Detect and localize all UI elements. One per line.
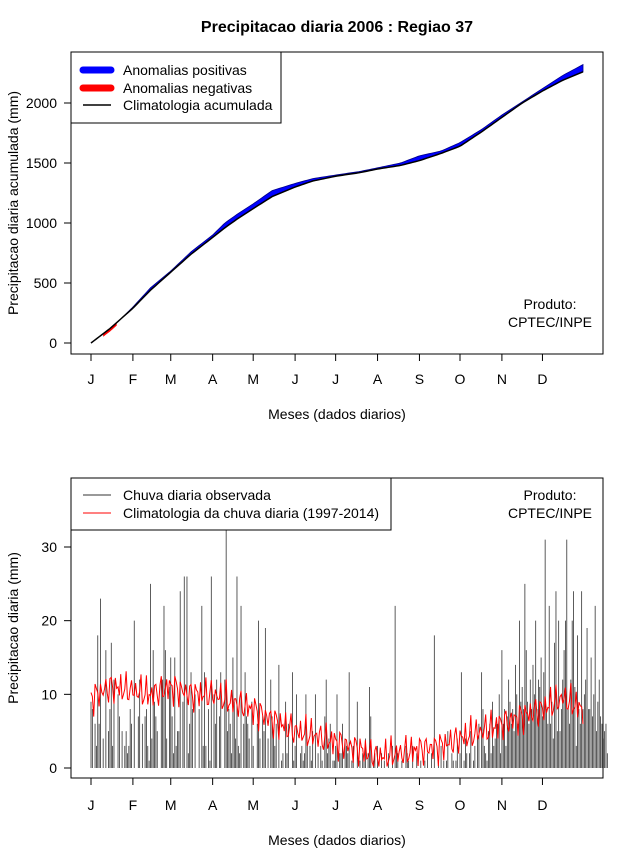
- bottom-y-tick-label: 10: [41, 686, 57, 702]
- top-x-tick-label: S: [415, 371, 424, 387]
- legend-label-observed: Chuva diaria observada: [123, 487, 271, 503]
- top-y-axis-label: Precipitacao diaria acumulada (mm): [5, 91, 21, 315]
- legend-label-climatology: Climatologia acumulada: [123, 97, 273, 113]
- bottom-x-tick-label: J: [292, 797, 299, 813]
- accumulated-panel: 0 500 1000 1500 2000 J F M A M J J A S O N D Meses (dad…: [5, 51, 604, 422]
- top-y-tick-label: 1500: [26, 155, 57, 171]
- bottom-x-tick-label: M: [165, 797, 177, 813]
- top-y-axis: 0 500 1000 1500 2000: [26, 95, 71, 351]
- bottom-x-tick-label: M: [247, 797, 259, 813]
- top-x-tick-label: A: [208, 371, 218, 387]
- bottom-legend: Chuva diaria observada Climatologia da c…: [70, 477, 392, 531]
- bottom-x-tick-label: J: [332, 797, 339, 813]
- legend-label-daily-climatology: Climatologia da chuva diaria (1997-2014): [123, 505, 379, 521]
- top-x-axis-label: Meses (dados diarios): [268, 406, 406, 422]
- bottom-plot-area: [90, 524, 608, 768]
- daily-panel: 0 10 20 30 J F M A M J J A S O N D Meses (dados diario…: [5, 477, 608, 848]
- top-x-tick-label: J: [88, 371, 95, 387]
- bottom-y-tick-label: 20: [41, 613, 57, 629]
- bottom-credit-label: Produto:: [524, 487, 577, 503]
- bottom-x-axis-label: Meses (dados diarios): [268, 832, 406, 848]
- top-credit-org: CPTEC/INPE: [508, 314, 592, 330]
- bottom-x-tick-label: D: [537, 797, 547, 813]
- top-x-tick-label: M: [165, 371, 177, 387]
- top-x-tick-label: F: [129, 371, 138, 387]
- bottom-credit-org: CPTEC/INPE: [508, 505, 592, 521]
- daily-climatology-line: [90, 671, 584, 767]
- bottom-y-tick-label: 30: [41, 539, 57, 555]
- top-x-tick-label: A: [373, 371, 383, 387]
- top-x-tick-label: J: [292, 371, 299, 387]
- legend-label-negative: Anomalias negativas: [123, 80, 252, 96]
- climatology-cumulative-line: [90, 71, 584, 344]
- bottom-legend-box: [70, 477, 392, 531]
- top-y-tick-label: 500: [34, 275, 58, 291]
- top-plot-frame: [70, 51, 604, 355]
- bottom-x-tick-label: J: [88, 797, 95, 813]
- bottom-y-tick-label: 0: [49, 760, 57, 776]
- top-x-tick-label: O: [455, 371, 466, 387]
- top-y-tick-label: 2000: [26, 95, 57, 111]
- top-x-tick-label: M: [247, 371, 259, 387]
- bottom-x-tick-label: N: [497, 797, 507, 813]
- bottom-y-axis: 0 10 20 30: [41, 539, 71, 776]
- chart-title: Precipitacao diaria 2006 : Regiao 37: [201, 19, 473, 36]
- bottom-y-axis-label: Precipitacao diaria (mm): [5, 552, 21, 704]
- top-credit-label: Produto:: [524, 296, 577, 312]
- top-x-tick-label: N: [497, 371, 507, 387]
- legend-label-positive: Anomalias positivas: [123, 62, 247, 78]
- bottom-x-tick-label: S: [415, 797, 424, 813]
- top-legend: Anomalias positivas Anomalias negativas …: [70, 51, 282, 124]
- bottom-x-tick-label: F: [129, 797, 138, 813]
- top-x-tick-label: J: [332, 371, 339, 387]
- top-y-tick-label: 0: [49, 335, 57, 351]
- top-plot-area: [90, 63, 584, 344]
- bottom-x-tick-label: O: [455, 797, 466, 813]
- top-y-tick-label: 1000: [26, 215, 57, 231]
- bottom-x-tick-label: A: [208, 797, 218, 813]
- top-x-tick-label: D: [537, 371, 547, 387]
- bottom-x-tick-label: A: [373, 797, 383, 813]
